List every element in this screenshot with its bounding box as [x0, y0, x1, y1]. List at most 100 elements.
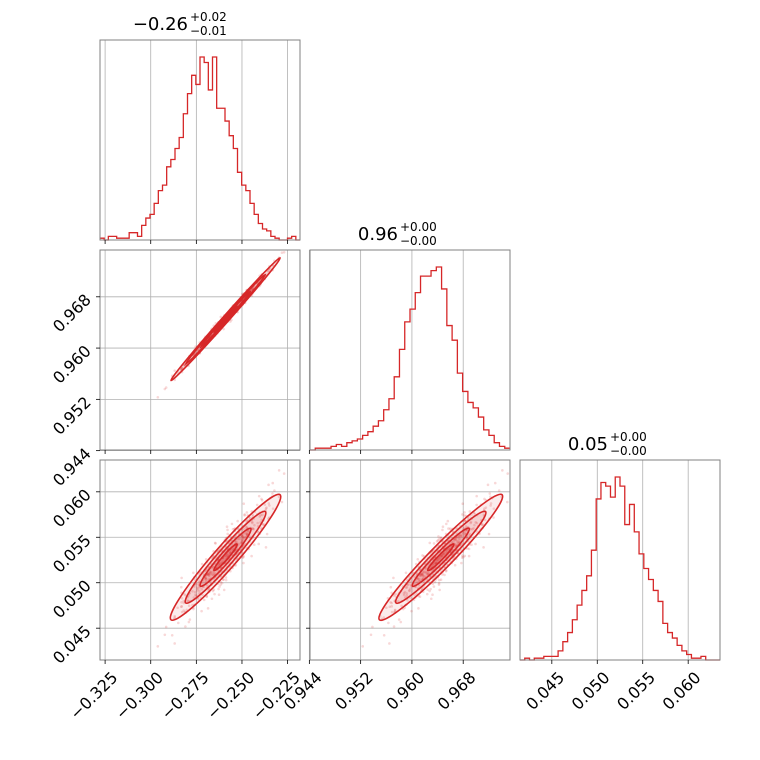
sample-point	[497, 489, 501, 492]
y-tick-label: 0.968	[49, 290, 95, 336]
sample-point	[211, 589, 215, 593]
sample-point	[225, 554, 229, 557]
sample-point	[432, 562, 436, 565]
sample-point	[256, 521, 259, 525]
sample-point	[267, 269, 270, 272]
sample-point	[222, 578, 225, 581]
sample-point	[369, 633, 373, 637]
sample-point	[467, 547, 471, 551]
x-tick-label: −0.325	[66, 668, 121, 723]
contour-line	[213, 305, 238, 334]
sample-point	[416, 558, 420, 561]
sample-point	[461, 554, 464, 557]
sample-point	[206, 583, 209, 587]
sample-point	[164, 625, 168, 629]
sample-point	[435, 540, 439, 543]
sample-point	[427, 571, 430, 575]
sample-point	[184, 625, 187, 628]
sample-point	[173, 616, 176, 619]
sample-point	[264, 546, 268, 549]
sample-point	[467, 554, 471, 558]
sample-point	[409, 596, 412, 600]
x-tick-label: 0.060	[659, 668, 705, 714]
y-tick-label: 0.944	[49, 444, 95, 490]
sample-point	[425, 592, 429, 596]
sample-point	[445, 522, 448, 526]
sample-point	[421, 554, 424, 557]
sample-point	[457, 540, 461, 543]
sample-point	[176, 606, 179, 610]
sample-point	[245, 530, 249, 533]
sample-point	[207, 572, 210, 576]
sample-point	[241, 539, 244, 543]
sample-point	[426, 572, 430, 576]
sample-point	[267, 483, 270, 487]
sample-point	[492, 516, 495, 519]
panel-title-plus: +0.00	[610, 430, 647, 444]
sample-point	[434, 561, 437, 565]
sample-point	[236, 519, 239, 523]
sample-point	[163, 387, 167, 391]
sample-point	[426, 573, 429, 576]
sample-point	[187, 599, 190, 603]
panel-title-minus: −0.00	[610, 444, 647, 458]
sample-point	[501, 469, 504, 472]
x-tick-label: 0.960	[382, 668, 428, 714]
sample-point	[422, 571, 425, 574]
sample-point	[474, 521, 477, 524]
sample-point	[220, 581, 224, 585]
sample-point	[250, 520, 254, 524]
y-tick-label: 0.960	[49, 341, 95, 387]
sample-point	[408, 587, 412, 590]
sample-point	[170, 633, 174, 637]
sample-point	[271, 492, 274, 495]
sample-point	[207, 572, 211, 575]
sample-point	[235, 540, 238, 544]
sample-point	[230, 522, 234, 526]
sample-point	[480, 523, 484, 527]
contour-line	[378, 493, 504, 622]
sample-point	[463, 554, 467, 558]
sample-point	[219, 583, 222, 586]
sample-point	[402, 593, 406, 597]
sample-point	[489, 495, 492, 498]
sample-point	[240, 540, 244, 543]
panel-1-0	[99, 249, 301, 452]
x-tick-label: −0.275	[157, 668, 212, 723]
sample-point	[205, 595, 208, 599]
contour-line	[426, 543, 455, 572]
sample-point	[392, 576, 395, 580]
sample-point	[209, 570, 212, 574]
sample-point	[423, 575, 426, 578]
sample-point	[182, 599, 185, 603]
sample-point	[483, 518, 487, 522]
sample-point	[452, 539, 456, 542]
sample-point	[462, 555, 465, 559]
sample-point	[416, 577, 419, 581]
sample-point	[257, 494, 261, 498]
sample-point	[436, 558, 439, 562]
sample-point	[458, 537, 461, 541]
sample-point	[419, 574, 423, 578]
sample-point	[200, 587, 204, 591]
sample-point	[192, 571, 195, 575]
sample-point	[259, 513, 262, 517]
sample-point	[224, 576, 228, 579]
sample-point	[469, 521, 472, 525]
sample-point	[400, 604, 403, 608]
sample-point	[421, 573, 425, 577]
sample-point	[455, 539, 459, 543]
sample-point	[179, 605, 183, 609]
y-tick-label: 0.045	[49, 622, 95, 668]
sample-point	[267, 502, 271, 505]
panel-title-plus: +0.00	[400, 220, 437, 234]
sample-point	[470, 543, 473, 547]
sample-point	[443, 573, 446, 577]
sample-point	[173, 642, 176, 645]
sample-point	[241, 536, 245, 540]
sample-point	[440, 554, 444, 557]
sample-point	[229, 551, 232, 554]
sample-point	[467, 534, 471, 537]
sample-point	[415, 592, 418, 595]
sample-point	[455, 543, 458, 547]
